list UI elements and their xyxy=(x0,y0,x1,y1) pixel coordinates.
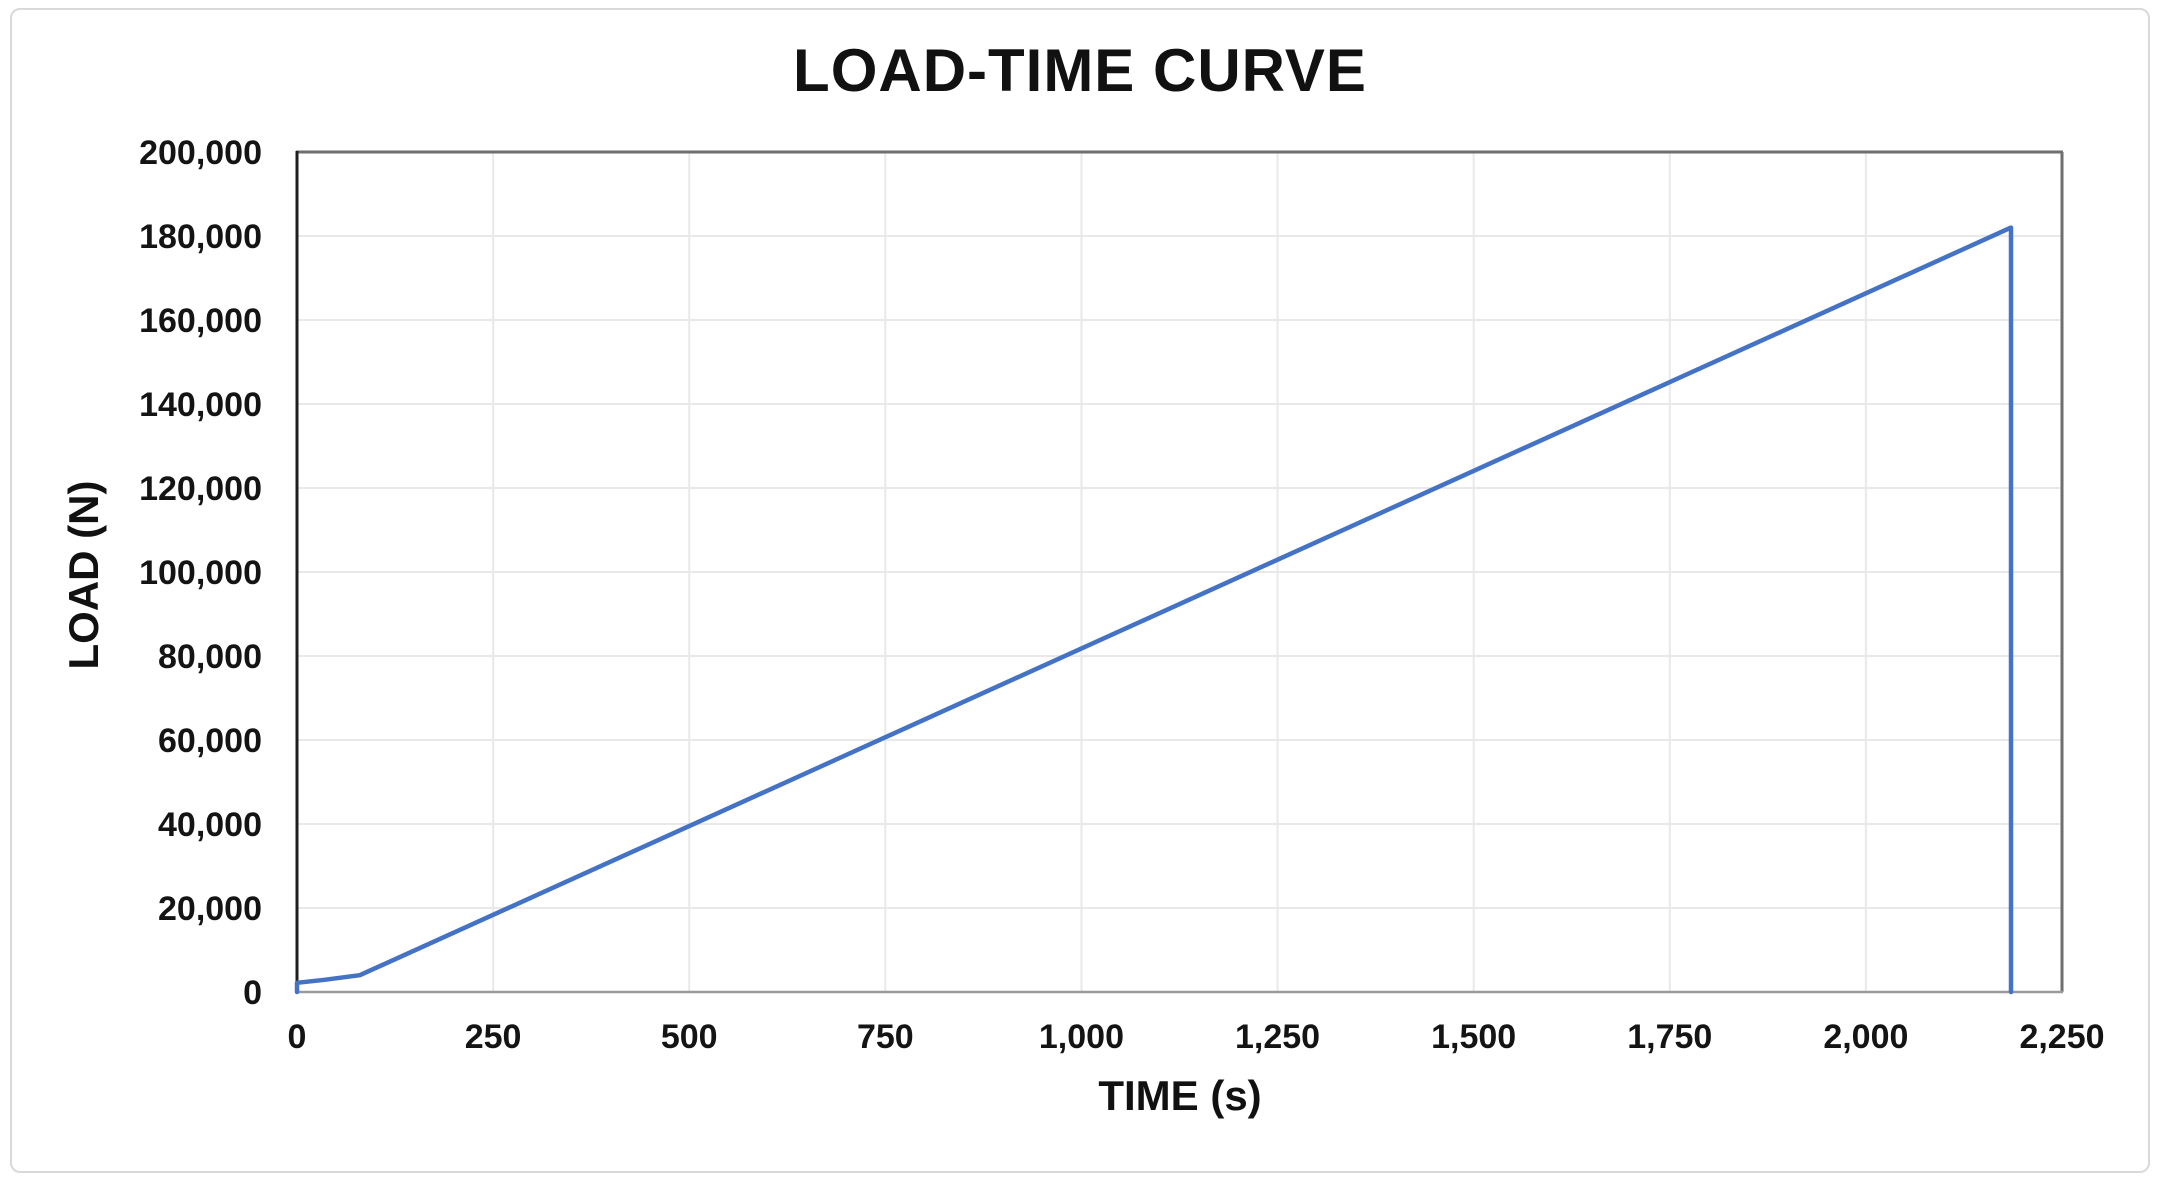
y-tick-label: 40,000 xyxy=(158,806,262,844)
y-tick-label: 0 xyxy=(243,974,262,1012)
y-tick-label: 60,000 xyxy=(158,722,262,760)
chart-outer-frame xyxy=(10,8,2150,1173)
y-tick-label: 80,000 xyxy=(158,638,262,676)
y-tick-label: 200,000 xyxy=(139,134,262,172)
series-line xyxy=(294,225,2014,995)
x-tick-label: 1,500 xyxy=(1431,1018,1516,1056)
x-tick-label: 500 xyxy=(661,1018,718,1056)
y-tick-label: 140,000 xyxy=(139,386,262,424)
x-tick-label: 1,250 xyxy=(1235,1018,1320,1056)
x-tick-label: 1,000 xyxy=(1039,1018,1124,1056)
y-tick-label: 180,000 xyxy=(139,218,262,256)
x-tick-label: 0 xyxy=(288,1018,307,1056)
y-tick-label: 20,000 xyxy=(158,890,262,928)
y-tick-label: 160,000 xyxy=(139,302,262,340)
y-tick-label: 120,000 xyxy=(139,470,262,508)
y-tick-label: 100,000 xyxy=(139,554,262,592)
x-tick-label: 750 xyxy=(857,1018,914,1056)
x-tick-label: 2,250 xyxy=(2019,1018,2104,1056)
x-tick-label: 1,750 xyxy=(1627,1018,1712,1056)
x-tick-label: 2,000 xyxy=(1823,1018,1908,1056)
x-tick-label: 250 xyxy=(465,1018,522,1056)
x-axis-title: TIME (s) xyxy=(1098,1072,1262,1119)
y-axis-title: LOAD (N) xyxy=(60,480,107,670)
chart-title: LOAD-TIME CURVE xyxy=(793,37,1367,104)
